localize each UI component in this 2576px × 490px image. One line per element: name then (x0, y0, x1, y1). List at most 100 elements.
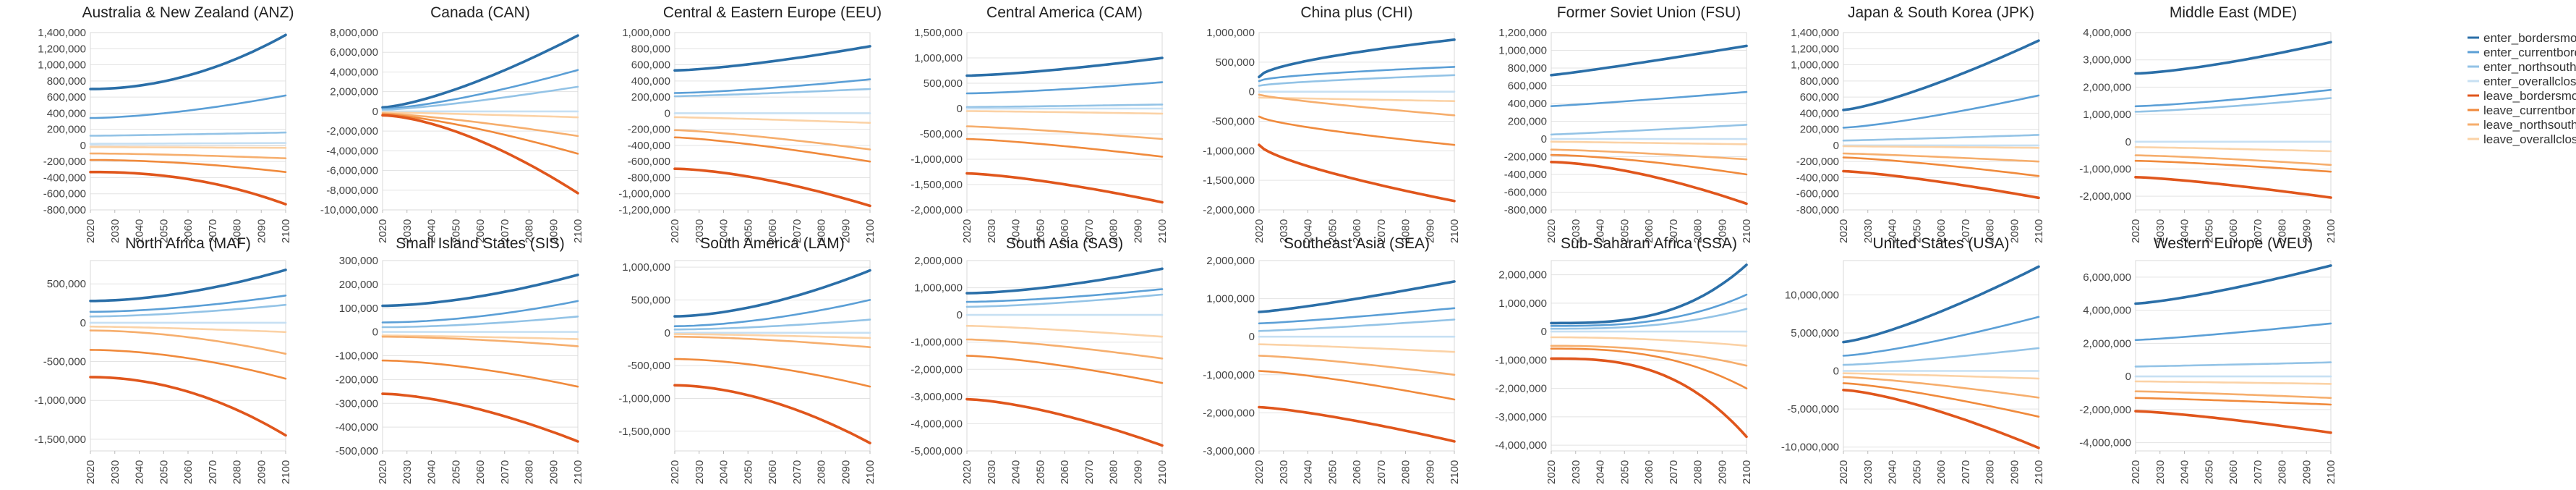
y-tick-label: 300,000 (339, 255, 378, 267)
x-tick-label: 2030 (1862, 460, 1875, 484)
series-line-leave_overallclosed (673, 333, 871, 339)
y-tick-label: 600,000 (47, 91, 86, 104)
x-tick-label: 2020 (1545, 219, 1558, 243)
y-tick-label: -1,500,000 (34, 434, 86, 446)
x-tick-label: 2090 (1424, 219, 1436, 243)
y-tick-label: 600,000 (1508, 80, 1547, 93)
x-tick-label: 2050 (1618, 219, 1631, 243)
series-line-leave_overallclosed (89, 145, 287, 149)
y-tick-label: -2,000,000 (2079, 404, 2131, 416)
y-tick-label: 800,000 (47, 75, 86, 88)
x-tick-label: 2020 (669, 460, 681, 484)
panel-title: Australia & New Zealand (ANZ) (82, 4, 294, 21)
x-tick-label: 2020 (85, 460, 97, 484)
y-tick-label: -1,500,000 (910, 179, 963, 191)
x-tick-label: 2020 (85, 219, 97, 243)
y-tick-label: 0 (372, 326, 378, 339)
series-line-leave_bordersmoreopen (381, 392, 579, 443)
series-line-enter_northsouthclosed (381, 315, 579, 329)
x-tick-label: 2040 (2179, 460, 2191, 484)
y-tick-label: 0 (1249, 331, 1255, 343)
series-line-enter_northsouthclosed (2134, 361, 2332, 368)
y-tick-label: -500,000 (1212, 116, 1255, 128)
y-tick-label: -400,000 (43, 172, 86, 184)
y-tick-label: 1,200,000 (1791, 43, 1839, 55)
x-tick-label: 2080 (524, 460, 536, 484)
series-line-enter_bordersmoreopen (1842, 265, 2040, 344)
series-line-enter_currentborders (673, 78, 871, 94)
y-tick-label: -200,000 (336, 373, 378, 386)
x-tick-label: 2040 (1010, 460, 1023, 484)
y-tick-label: -1,000,000 (1203, 369, 1255, 381)
series-line-enter_northsouthclosed (965, 104, 1164, 109)
plot-frame (674, 260, 871, 452)
series-line-leave_northsouthclosed (1842, 376, 2040, 399)
series-line-leave_currentborders (673, 136, 871, 163)
y-tick-label: -1,000,000 (910, 153, 963, 166)
x-tick-label: 2070 (2252, 219, 2264, 243)
y-tick-label: -3,000,000 (910, 391, 963, 403)
plot-frame (382, 32, 579, 211)
series-line-enter_northsouthclosed (89, 131, 287, 137)
y-tick-label: 500,000 (631, 294, 670, 306)
x-tick-label: 2060 (1351, 219, 1363, 243)
chart-panel: China plus (CHI) 1,000,000 500,000 0 -500,00… (1203, 4, 1461, 243)
y-tick-label: 1,400,000 (1791, 27, 1839, 39)
x-tick-label: 2080 (1400, 460, 1412, 484)
x-tick-label: 2050 (1618, 460, 1631, 484)
x-tick-label: 2030 (401, 460, 414, 484)
y-tick-label: 2,000,000 (1206, 255, 1255, 267)
chart-panel: Sub-Saharan Africa (SSA) 2,000,000 1,000,0… (1495, 235, 1753, 484)
panel-title: Sub-Saharan Africa (SSA) (1561, 235, 1737, 252)
x-tick-label: 2020 (1545, 460, 1558, 484)
series-line-enter_currentborders (381, 300, 579, 324)
series-line-enter_northsouthclosed (381, 85, 579, 111)
y-tick-label: -1,500,000 (618, 426, 670, 438)
series-line-leave_overallclosed (673, 116, 871, 124)
x-tick-label: 2040 (1302, 219, 1315, 243)
x-tick-label: 2070 (1668, 219, 1680, 243)
x-tick-label: 2050 (1034, 460, 1046, 484)
y-tick-label: 0 (2125, 371, 2131, 383)
series-line-enter_bordersmoreopen (1550, 44, 1748, 77)
y-tick-label: -1,000,000 (2079, 163, 2131, 175)
panel-title: China plus (CHI) (1300, 4, 1412, 21)
y-tick-label: 800,000 (1800, 75, 1839, 88)
y-tick-label: 8,000,000 (330, 27, 378, 39)
series-line-leave_overallclosed (381, 334, 579, 340)
x-tick-label: 2020 (1838, 219, 1850, 243)
series-line-leave_currentborders (1550, 153, 1748, 176)
y-tick-label: 1,500,000 (914, 27, 963, 39)
series-line-leave_northsouthclosed (381, 335, 579, 347)
x-tick-label: 2090 (1132, 460, 1144, 484)
y-tick-label: 1,200,000 (1498, 27, 1547, 39)
chart-panel: Southeast Asia (SEA) 2,000,000 1,000,000 0 -… (1203, 235, 1461, 484)
x-tick-label: 2050 (742, 460, 754, 484)
x-tick-label: 2040 (1595, 460, 1607, 484)
series-line-leave_northsouthclosed (2134, 154, 2332, 166)
x-tick-label: 2040 (718, 219, 730, 243)
y-tick-label: 0 (80, 317, 86, 329)
y-tick-label: 6,000,000 (2083, 271, 2131, 284)
plot-frame (90, 32, 286, 211)
x-tick-label: 2080 (816, 460, 828, 484)
chart-panel: Middle East (MDE) 4,000,000 3,000,000 2,000… (2079, 4, 2337, 243)
series-line-enter_bordersmoreopen (673, 45, 871, 72)
y-tick-label: -800,000 (43, 204, 86, 216)
x-tick-label: 2050 (1911, 460, 1923, 484)
series-line-leave_currentborders (1550, 347, 1748, 389)
x-tick-label: 2020 (1253, 219, 1266, 243)
series-line-leave_northsouthclosed (965, 125, 1164, 140)
series-line-leave_overallclosed (1258, 96, 1456, 102)
x-tick-label: 2040 (1887, 219, 1899, 243)
y-tick-label: 4,000,000 (2083, 305, 2131, 317)
y-tick-label: -4,000,000 (326, 145, 378, 157)
series-line-leave_overallclosed (1550, 336, 1748, 347)
y-tick-label: -400,000 (1504, 169, 1547, 181)
y-tick-label: 1,000,000 (2083, 109, 2131, 121)
chart-panel: South Asia (SAS) 2,000,000 1,000,000 0 -1,00… (910, 235, 1169, 484)
x-tick-label: 2080 (816, 219, 828, 243)
x-tick-label: 2030 (986, 219, 998, 243)
y-tick-label: 1,000,000 (622, 27, 670, 39)
x-tick-label: 2080 (1692, 219, 1705, 243)
